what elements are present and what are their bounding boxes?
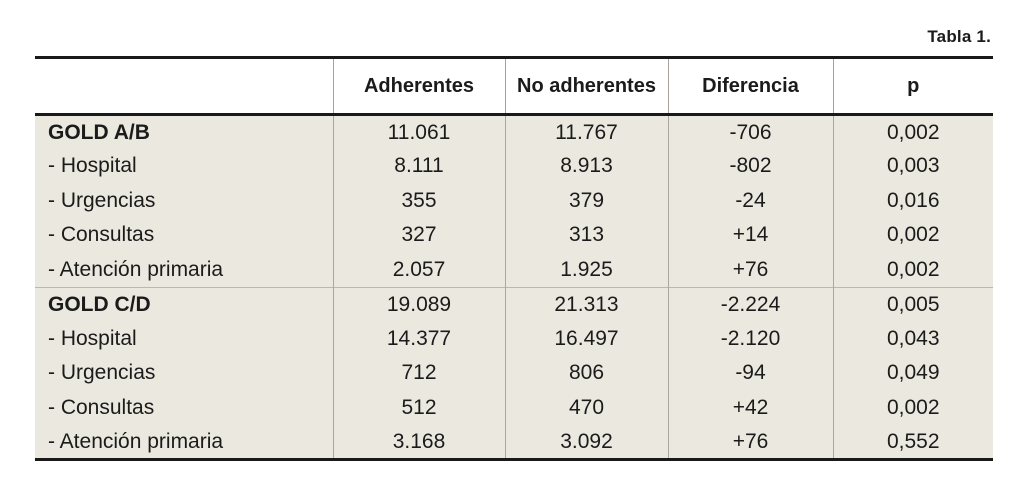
row-label: GOLD C/D [35,286,333,322]
table-header: Adherentes No adherentes Diferencia p [35,57,993,115]
column-header-empty [35,58,333,115]
cell-no-adherentes: 379 [504,183,668,218]
cell-diferencia: +14 [667,218,833,253]
cell-p: 0,016 [832,183,993,218]
cell-diferencia: -24 [667,183,833,218]
cell-no-adherentes: 21.313 [504,286,668,322]
cell-adherentes: 3.168 [332,425,505,460]
row-label: - Urgencias [48,188,156,212]
header-row: Adherentes No adherentes Diferencia p [35,57,993,115]
cell-diferencia: -706 [667,114,833,149]
cell-no-adherentes: 3.092 [504,425,668,460]
cell-no-adherentes: 313 [504,218,668,253]
row-label: - Atención primaria [48,257,224,281]
row-label: - Consultas [48,223,155,247]
cell-adherentes: 2.057 [332,252,505,287]
column-header-no-adherentes: No adherentes [504,57,668,115]
row-label: - Consultas [48,395,155,419]
cell-adherentes: 327 [332,218,505,253]
cell-adherentes: 512 [332,390,505,425]
table-row: GOLD A/B 11.061 11.767 -706 0,002 [35,114,993,149]
cell-adherentes: 355 [332,183,505,218]
cell-no-adherentes: 8.913 [504,149,668,184]
cell-diferencia: -802 [667,149,833,184]
column-header-diferencia: Diferencia [667,57,833,115]
table-container: Tabla 1. Adherentes No adherentes Difere… [35,0,993,461]
column-header-p: p [832,57,993,115]
cell-diferencia: -2.120 [667,321,833,356]
table-row: - Urgencias 712 806 -94 0,049 [35,356,993,391]
table-row: - Consultas 327 313 +14 0,002 [35,218,993,253]
cell-p: 0,002 [832,218,993,253]
table-row: - Urgencias 355 379 -24 0,016 [35,183,993,218]
table-row: - Atención primaria 3.168 3.092 +76 0,55… [35,425,993,460]
cell-p: 0,003 [832,149,993,184]
row-label: - Atención primaria [48,429,224,453]
table-row: - Hospital 14.377 16.497 -2.120 0,043 [35,321,993,356]
cell-p: 0,002 [832,252,993,287]
cell-adherentes: 11.061 [332,114,505,149]
cell-diferencia: -94 [667,356,833,391]
table-title: Tabla 1. [927,27,991,46]
cell-diferencia: +76 [667,425,833,460]
cell-diferencia: -2.224 [667,286,833,322]
group-gold-cd: GOLD C/D 19.089 21.313 -2.224 0,005 - Ho… [35,286,993,460]
group-gold-ab: GOLD A/B 11.061 11.767 -706 0,002 - Hosp… [35,114,993,287]
cell-no-adherentes: 470 [504,390,668,425]
column-header-adherentes: Adherentes [332,57,505,115]
table-row: - Atención primaria 2.057 1.925 +76 0,00… [35,252,993,287]
cell-no-adherentes: 1.925 [504,252,668,287]
cell-no-adherentes: 16.497 [504,321,668,356]
cell-adherentes: 19.089 [332,286,505,322]
cell-no-adherentes: 806 [504,356,668,391]
cell-p: 0,002 [832,114,993,149]
cell-p: 0,002 [832,390,993,425]
row-label: - Urgencias [48,361,156,385]
cell-p: 0,049 [832,356,993,391]
table-row: GOLD C/D 19.089 21.313 -2.224 0,005 [35,286,993,322]
table-row: - Hospital 8.111 8.913 -802 0,003 [35,149,993,184]
cell-p: 0,552 [832,425,993,460]
row-label: - Hospital [48,326,137,350]
row-label: GOLD A/B [48,120,150,144]
results-table: Adherentes No adherentes Diferencia p GO… [35,56,993,461]
cell-adherentes: 8.111 [332,149,505,184]
cell-no-adherentes: 11.767 [504,114,668,149]
table-row: - Consultas 512 470 +42 0,002 [35,390,993,425]
cell-diferencia: +76 [667,252,833,287]
cell-p: 0,043 [832,321,993,356]
cell-diferencia: +42 [667,390,833,425]
cell-adherentes: 712 [332,356,505,391]
cell-p: 0,005 [832,286,993,322]
cell-adherentes: 14.377 [332,321,505,356]
row-label: - Hospital [48,154,137,178]
